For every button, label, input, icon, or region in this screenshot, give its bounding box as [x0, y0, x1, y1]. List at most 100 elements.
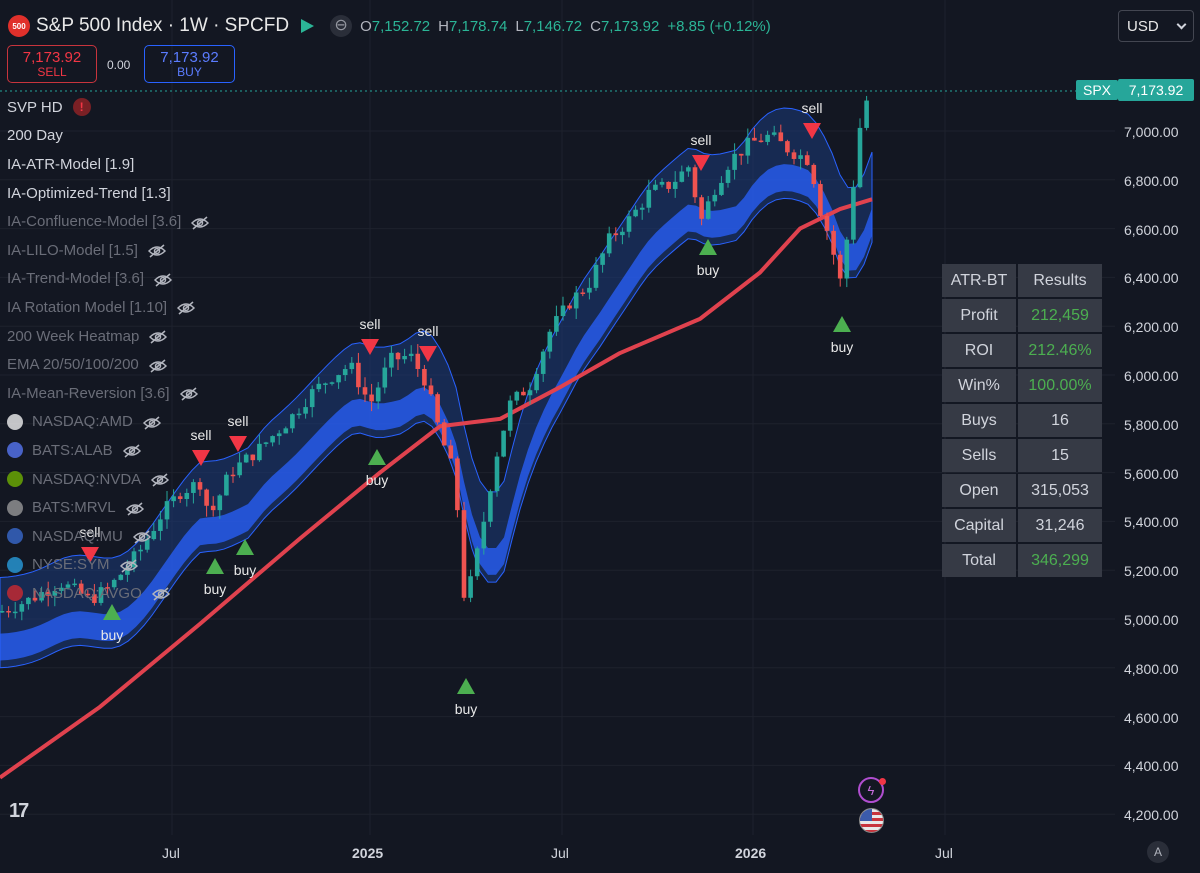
candle-body	[719, 182, 724, 195]
eye-hidden-icon[interactable]	[151, 587, 170, 601]
sell-signal-label: sell	[417, 323, 438, 339]
time-tick-label: 2026	[735, 845, 767, 861]
indicator-item[interactable]: NASDAQ:AVGO	[7, 579, 209, 608]
indicator-item[interactable]: IA-Optimized-Trend [1.3]	[7, 179, 209, 208]
indicator-item[interactable]: IA-ATR-Model [1.9]	[7, 150, 209, 179]
metric-label: Sells	[942, 439, 1016, 472]
eye-hidden-icon[interactable]	[151, 473, 170, 487]
eye-hidden-icon[interactable]	[132, 530, 151, 544]
price-tick-label: 6,400.00	[1124, 270, 1179, 287]
candle-body	[712, 194, 718, 202]
candle-body	[851, 187, 856, 240]
us-flag-icon[interactable]	[859, 808, 884, 833]
candle-body	[573, 292, 579, 309]
alert-icon[interactable]: !	[72, 98, 91, 117]
eye-hidden-icon[interactable]	[179, 387, 198, 401]
auto-scale-button[interactable]: A	[1147, 841, 1169, 863]
metric-value: 31,246	[1018, 509, 1102, 542]
candle-body	[323, 383, 328, 385]
indicator-item[interactable]: SVP HD!	[7, 93, 209, 122]
indicator-label: SVP HD	[7, 98, 63, 116]
eye-hidden-icon[interactable]	[119, 559, 138, 573]
eye-hidden-icon[interactable]	[191, 216, 210, 230]
candle-body	[204, 489, 209, 506]
bolt-icon[interactable]: ϟ	[858, 777, 884, 803]
buy-price: 7,173.92	[160, 48, 219, 66]
candle-body	[461, 510, 467, 598]
candle-body	[78, 583, 84, 594]
candle-body	[316, 383, 322, 390]
candle-body	[191, 482, 196, 493]
indicator-item[interactable]: 200 Week Heatmap	[7, 322, 209, 351]
sell-signal-icon	[361, 339, 379, 355]
candle-body	[659, 181, 665, 185]
indicator-item[interactable]: IA Rotation Model [1.10]	[7, 293, 209, 322]
candle-body	[811, 164, 817, 185]
table-row: Buys 16	[942, 404, 1102, 437]
indicator-item[interactable]: BATS:ALAB	[7, 436, 209, 465]
candle-body	[408, 353, 414, 356]
table-row: ROI 212.46%	[942, 334, 1102, 367]
hide-legend-icon[interactable]: ⊖	[330, 15, 353, 37]
indicator-item[interactable]: IA-Trend-Model [3.6]	[7, 265, 209, 294]
eye-hidden-icon[interactable]	[149, 330, 168, 344]
buy-signal-icon	[236, 539, 254, 555]
indicator-item[interactable]: EMA 20/50/100/200	[7, 350, 209, 379]
currency-select[interactable]: USD	[1118, 10, 1194, 42]
eye-hidden-icon[interactable]	[125, 502, 144, 516]
indicator-item[interactable]: NYSE:SYM	[7, 551, 209, 580]
indicator-item[interactable]: 200 Day	[7, 122, 209, 151]
candle-body	[276, 433, 282, 437]
metric-value: 315,053	[1018, 474, 1102, 507]
indicator-item[interactable]: NASDAQ:AMD	[7, 408, 209, 437]
sell-button[interactable]: 7,173.92 SELL	[7, 45, 97, 83]
sell-signal-label: sell	[801, 100, 822, 116]
candle-body	[270, 436, 275, 443]
metric-value: 100.00%	[1018, 369, 1102, 402]
candle-body	[455, 458, 460, 511]
ticker-logo-icon	[7, 528, 23, 545]
table-row: Total 346,299	[942, 544, 1102, 577]
candle-body	[356, 362, 361, 388]
eye-hidden-icon[interactable]	[177, 301, 196, 316]
candle-body	[646, 189, 652, 208]
buy-signal-label: buy	[366, 472, 389, 488]
metric-label: Capital	[942, 509, 1016, 542]
eye-hidden-icon[interactable]	[122, 444, 141, 458]
eye-hidden-icon[interactable]	[153, 273, 173, 287]
indicator-item[interactable]: IA-Confluence-Model [3.6]	[7, 207, 210, 236]
candle-body	[831, 230, 836, 255]
indicator-item[interactable]: IA-Mean-Reversion [3.6]	[7, 379, 209, 408]
candle-body	[824, 215, 830, 231]
indicator-item[interactable]: NASDAQ:MU	[7, 522, 209, 551]
candle-body	[342, 369, 348, 376]
eye-hidden-icon[interactable]	[148, 359, 167, 373]
candle-body	[587, 287, 592, 293]
tradingview-logo-icon[interactable]: 17	[9, 800, 29, 822]
candle-body	[765, 134, 770, 142]
price-tick-label: 4,200.00	[1124, 807, 1179, 824]
price-tick-label: 7,000.00	[1124, 124, 1179, 140]
eye-hidden-icon[interactable]	[147, 244, 166, 258]
indicator-item[interactable]: BATS:MRVL	[7, 493, 209, 522]
symbol-title[interactable]: S&P 500 Index · 1W · SPCFD	[36, 15, 290, 36]
buy-signal-label: buy	[831, 339, 854, 355]
candle-body	[329, 382, 335, 384]
sell-signal-label: sell	[79, 524, 100, 540]
open-value: 7,152.72	[371, 17, 431, 35]
price-tick-label: 6,600.00	[1124, 221, 1179, 238]
currency-value: USD	[1127, 17, 1159, 35]
candle-body	[798, 155, 803, 159]
buy-button[interactable]: 7,173.92 BUY	[144, 45, 235, 83]
candle-body	[0, 611, 5, 613]
metric-value: 346,299	[1018, 544, 1102, 577]
indicator-item[interactable]: NASDAQ:NVDA	[7, 465, 209, 494]
sell-signal-label: sell	[227, 413, 248, 429]
indicator-label: NASDAQ:NVDA	[32, 470, 142, 488]
indicator-item[interactable]: IA-LILO-Model [1.5]	[7, 236, 209, 265]
eye-hidden-icon[interactable]	[142, 416, 161, 430]
ticker-logo-icon	[7, 499, 23, 516]
candle-body	[197, 482, 203, 490]
candle-body	[560, 305, 566, 317]
